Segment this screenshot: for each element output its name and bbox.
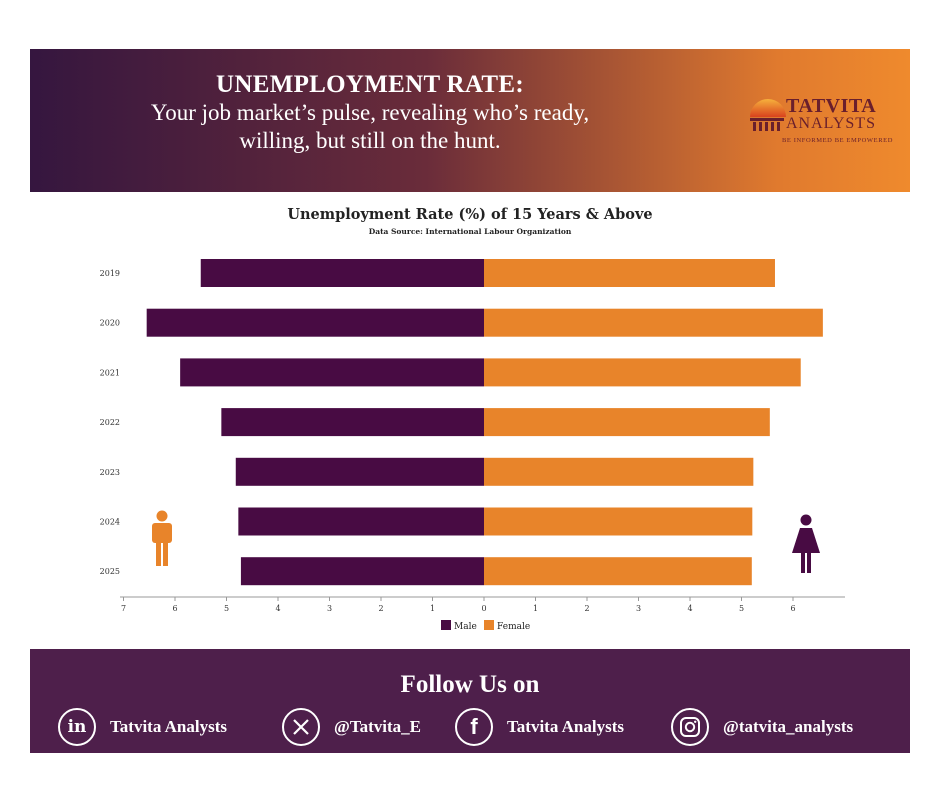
butterfly-chart: 2019 2020 2021 2022 2023 2024 2025 7 6 5 4 3 2 1 0 1 2 3… xyxy=(100,259,845,632)
chart-title: Unemployment Rate (%) of 15 Years & Abov… xyxy=(287,206,653,223)
x-tick-label-right-1: 1 xyxy=(533,604,538,613)
y-tick-label-2024: 2024 xyxy=(100,518,120,527)
logo-name: TATVITA xyxy=(786,95,877,117)
instagram-icon xyxy=(671,708,709,746)
logo-subname: ANALYSTS xyxy=(786,115,876,132)
x-tick-label-left-3: 3 xyxy=(327,604,332,613)
bar-male-2019 xyxy=(200,259,484,287)
bar-female-2019 xyxy=(484,259,775,287)
bar-male-2024 xyxy=(238,507,484,536)
legend-label-female: Female xyxy=(497,622,530,632)
bar-female-2023 xyxy=(484,457,754,486)
bar-male-2022 xyxy=(221,408,484,437)
x-tick-label-left-7: 7 xyxy=(121,604,126,613)
legend-label-male: Male xyxy=(454,622,477,632)
y-tick-label-2021: 2021 xyxy=(100,368,120,377)
x-tick-label-left-4: 4 xyxy=(275,604,280,613)
x-tick-label-right-4: 4 xyxy=(687,604,692,613)
bar-female-2024 xyxy=(484,507,753,536)
x-tick-label-left-0: 0 xyxy=(481,604,486,613)
header-banner: UNEMPLOYMENT RATE: Your job market’s pul… xyxy=(30,49,910,192)
x-tick-label-right-2: 2 xyxy=(584,604,589,613)
logo-tagline: BE INFORMED BE EMPOWERED xyxy=(782,137,893,144)
female-figure-icon xyxy=(792,514,820,573)
x-tick-label-right-3: 3 xyxy=(636,604,641,613)
x-tick-label-left-1: 1 xyxy=(430,604,435,613)
legend-swatch-female xyxy=(484,620,494,630)
y-tick-label-2019: 2019 xyxy=(100,269,120,278)
x-tick-label-left-2: 2 xyxy=(378,604,383,613)
instagram-link[interactable]: @tatvita_analysts xyxy=(671,705,853,749)
y-tick-label-2020: 2020 xyxy=(100,319,120,328)
linkedin-link[interactable]: in Tatvita Analysts xyxy=(58,705,227,749)
bar-male-2021 xyxy=(180,358,484,387)
chart-source: Data Source: International Labour Organi… xyxy=(368,227,572,236)
header-title: UNEMPLOYMENT RATE: xyxy=(216,71,524,98)
male-figure-icon xyxy=(152,510,172,566)
linkedin-icon: in xyxy=(58,708,96,746)
linkedin-label: Tatvita Analysts xyxy=(110,717,227,736)
header-subtitle-line1: Your job market’s pulse, revealing who’s… xyxy=(150,100,590,125)
facebook-link[interactable]: f Tatvita Analysts xyxy=(455,705,624,749)
instagram-label: @tatvita_analysts xyxy=(723,717,854,736)
bar-male-2025 xyxy=(240,557,484,586)
bar-female-2020 xyxy=(484,308,823,337)
x-tick-label-right-5: 5 xyxy=(739,604,744,613)
bar-female-2022 xyxy=(484,408,770,437)
follow-us-heading: Follow Us on xyxy=(400,671,540,698)
facebook-label: Tatvita Analysts xyxy=(507,717,624,736)
y-tick-label-2023: 2023 xyxy=(100,468,120,477)
header-text: UNEMPLOYMENT RATE: Your job market’s pul… xyxy=(30,71,710,155)
bar-male-2023 xyxy=(235,457,484,486)
x-tick-label-left-5: 5 xyxy=(224,604,229,613)
tatvita-logo: TATVITA ANALYSTS BE INFORMED BE EMPOWERE… xyxy=(748,91,898,151)
chart-legend: Male Female xyxy=(441,620,530,632)
x-icon xyxy=(282,708,320,746)
sunrise-building-icon xyxy=(750,99,786,131)
legend-swatch-male xyxy=(441,620,451,630)
x-link[interactable]: @Tatvita_E xyxy=(282,705,421,749)
facebook-icon: f xyxy=(455,708,493,746)
footer: Follow Us on in Tatvita Analysts @Tatvit… xyxy=(30,649,910,753)
header-subtitle-line2: willing, but still on the hunt. xyxy=(239,128,501,153)
bar-male-2020 xyxy=(146,308,485,337)
x-label: @Tatvita_E xyxy=(334,717,421,736)
y-tick-label-2022: 2022 xyxy=(100,418,120,427)
y-tick-label-2025: 2025 xyxy=(100,567,120,576)
bar-female-2021 xyxy=(484,358,801,387)
x-tick-label-left-6: 6 xyxy=(172,604,177,613)
x-tick-label-right-6: 6 xyxy=(790,604,795,613)
bar-female-2025 xyxy=(484,557,752,586)
